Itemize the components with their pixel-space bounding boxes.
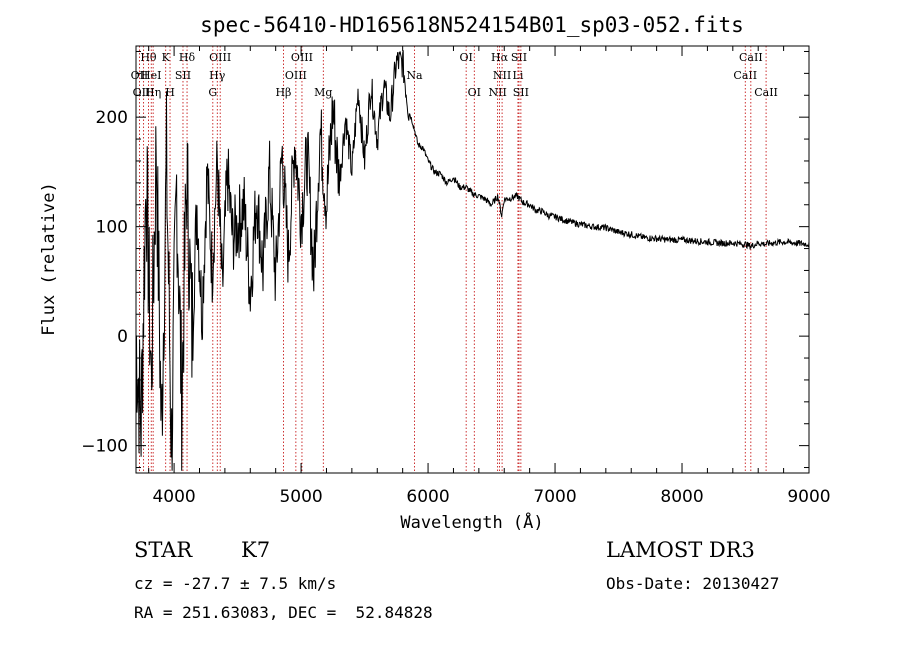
line-marker-label: SII: [511, 51, 527, 64]
x-tick-label: 7000: [533, 487, 576, 507]
line-marker-label: Hθ: [140, 51, 157, 64]
line-marker-label: SII: [513, 86, 529, 99]
object-class: STAR: [134, 538, 193, 562]
line-marker-label: NII: [493, 69, 511, 82]
y-tick-label: 0: [117, 327, 128, 347]
line-marker-label: Na: [406, 69, 423, 82]
x-axis: 4000 5000 6000 7000 8000 9000: [148, 46, 831, 507]
x-tick-label: 5000: [279, 487, 322, 507]
spectrum-line: [135, 50, 810, 471]
plot-frame: [135, 45, 810, 474]
line-marker-label: CaII: [733, 69, 757, 82]
x-tick-label: 6000: [406, 487, 449, 507]
x-tick-label: 9000: [787, 487, 830, 507]
coordinates: RA = 251.63083, DEC = 52.84828: [134, 603, 433, 622]
line-marker-label: OIII: [209, 51, 231, 64]
chart-title: spec-56410-HD165618N524154B01_sp03-052.f…: [200, 13, 744, 37]
line-marker-label: Hβ: [275, 86, 291, 99]
line-marker-label: NII: [488, 86, 506, 99]
line-marker-label: CaII: [739, 51, 763, 64]
line-marker-label: Hα: [491, 51, 509, 64]
line-marker-label: HeI: [141, 69, 161, 82]
line-marker-label: OIII: [285, 69, 307, 82]
y-axis-label: Flux (relative): [39, 182, 59, 336]
redshift-velocity: cz = -27.7 ± 7.5 km/s: [134, 574, 337, 593]
line-marker-label: OI: [459, 51, 472, 64]
y-tick-label: −100: [81, 437, 128, 457]
x-tick-label: 8000: [660, 487, 703, 507]
line-marker-label: Hη: [145, 86, 161, 99]
observation-date: Obs-Date: 20130427: [606, 574, 780, 593]
line-marker-label: G: [208, 86, 217, 99]
line-marker-label: K: [162, 51, 171, 64]
line-marker-label: OIII: [291, 51, 313, 64]
line-marker-label: H: [165, 86, 175, 99]
survey-name: LAMOST DR3: [606, 538, 755, 562]
line-marker-label: Li: [513, 69, 524, 82]
spectral-subclass: K7: [241, 538, 271, 562]
line-marker-label: SII: [175, 69, 191, 82]
line-marker-label: Hδ: [179, 51, 196, 64]
line-marker-label: Hγ: [209, 69, 226, 82]
y-tick-label: 100: [96, 218, 128, 238]
y-axis: −100 0 100 200: [81, 50, 809, 469]
line-marker-label: Mg: [314, 86, 332, 99]
spectrum-series: [135, 50, 810, 471]
x-axis-label: Wavelength (Å): [400, 511, 543, 533]
line-marker-label: OI: [468, 86, 481, 99]
y-tick-label: 200: [96, 108, 128, 128]
x-tick-label: 4000: [152, 487, 195, 507]
line-marker-label: CaII: [754, 86, 778, 99]
